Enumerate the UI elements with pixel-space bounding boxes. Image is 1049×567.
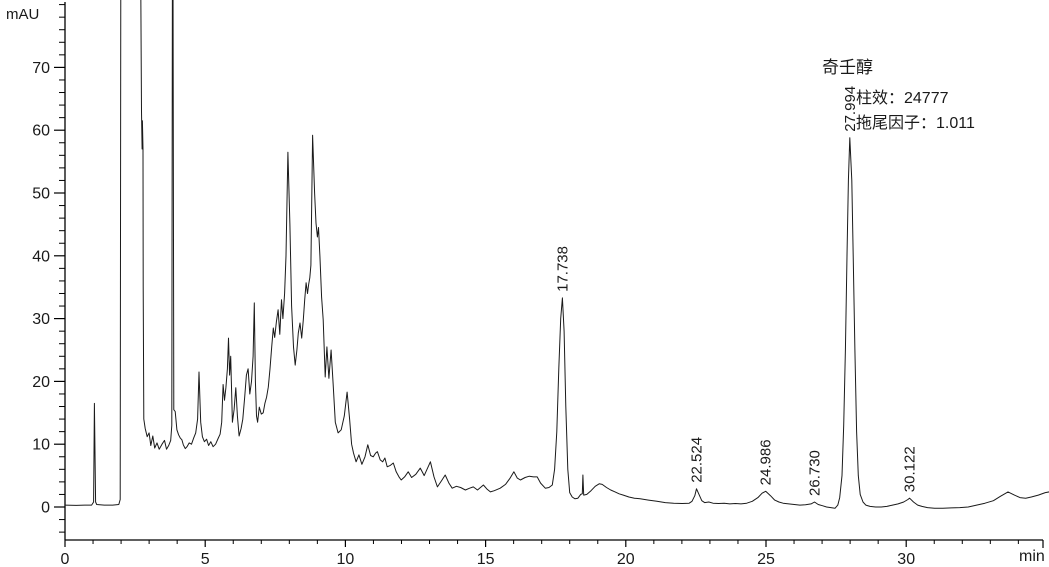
peak-retention-time-label: 24.986 xyxy=(758,439,775,485)
y-tick-label: 30 xyxy=(32,311,50,328)
signal-trace xyxy=(65,0,1049,509)
peak-retention-time-label: 30.122 xyxy=(902,446,919,492)
y-tick-label: 10 xyxy=(32,437,50,454)
x-tick-label: 10 xyxy=(337,551,355,567)
x-tick-label: 20 xyxy=(617,551,635,567)
y-tick-label: 0 xyxy=(41,500,50,517)
peak-retention-time-label: 27.994 xyxy=(842,86,859,132)
y-tick-label: 70 xyxy=(32,60,50,77)
tailing-factor-annotation: 拖尾因子：1.011 xyxy=(856,115,975,132)
column-efficiency-annotation: 柱效：24777 xyxy=(856,90,949,107)
peak-retention-time-label: 17.738 xyxy=(554,246,571,292)
x-tick-label: 5 xyxy=(201,551,210,567)
peak-retention-time-label: 26.730 xyxy=(807,450,824,496)
y-axis-unit-label: mAU xyxy=(6,6,40,23)
y-tick-label: 20 xyxy=(32,374,50,391)
y-tick-label: 50 xyxy=(32,186,50,203)
compound-name-annotation: 奇壬醇 xyxy=(822,58,873,77)
peak-retention-time-label: 22.524 xyxy=(689,437,706,483)
y-tick-label: 40 xyxy=(32,248,50,265)
x-tick-label: 15 xyxy=(477,551,495,567)
x-tick-label: 25 xyxy=(757,551,775,567)
y-tick-label: 60 xyxy=(32,123,50,140)
x-tick-label: 0 xyxy=(61,551,70,567)
x-axis-unit-label: min xyxy=(1019,548,1045,565)
x-tick-label: 30 xyxy=(897,551,915,567)
